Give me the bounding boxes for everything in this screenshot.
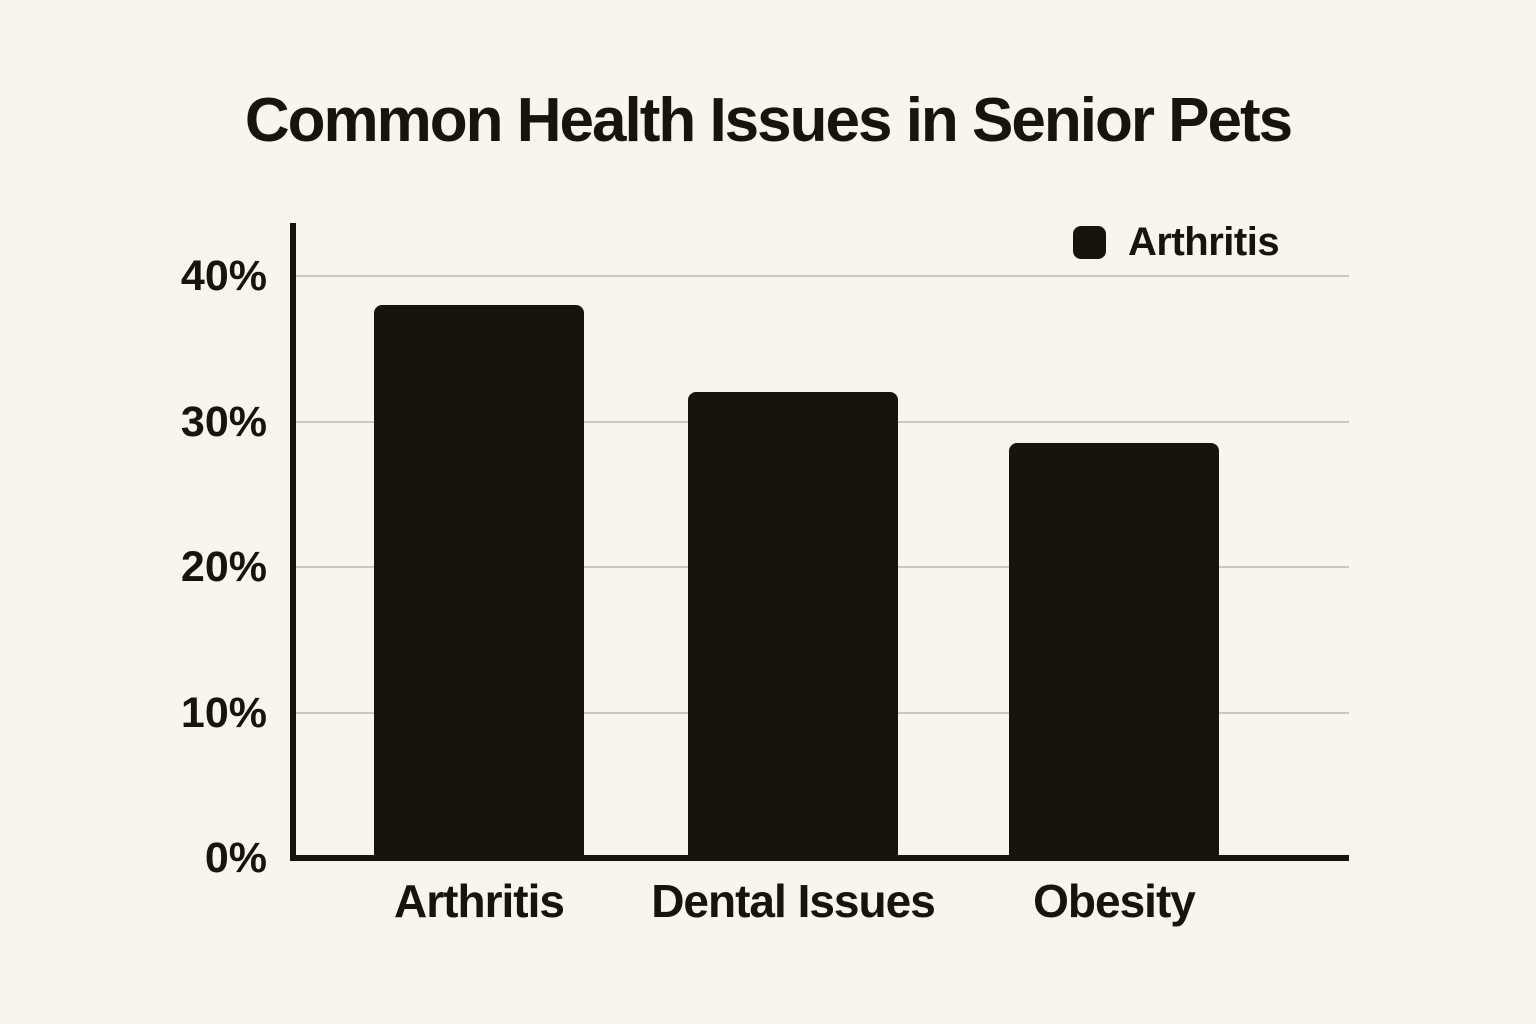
y-tick-label-40pct: 40% bbox=[180, 252, 267, 300]
x-tick-label-dental-issues: Dental Issues bbox=[651, 875, 936, 927]
x-tick-label-arthritis: Arthritis bbox=[394, 875, 565, 927]
legend-swatch-icon bbox=[1073, 225, 1106, 259]
gridline-40pct bbox=[293, 275, 1349, 277]
y-tick-label-20pct: 20% bbox=[180, 543, 267, 591]
y-tick-label-10pct: 10% bbox=[180, 688, 267, 737]
y-axis-line bbox=[290, 223, 296, 861]
x-axis-line bbox=[290, 855, 1349, 861]
bar-arthritis bbox=[374, 305, 584, 858]
legend: Arthritis bbox=[1073, 220, 1280, 264]
x-tick-label-obesity: Obesity bbox=[1033, 875, 1196, 927]
bar-dental-issues bbox=[688, 392, 898, 858]
legend-label: Arthritis bbox=[1128, 220, 1280, 264]
bar-obesity bbox=[1009, 443, 1219, 858]
y-tick-label-30pct: 30% bbox=[180, 397, 267, 446]
chart-title: Common Health Issues in Senior Pets bbox=[244, 86, 1293, 155]
y-tick-label-0pct: 0% bbox=[204, 834, 267, 882]
